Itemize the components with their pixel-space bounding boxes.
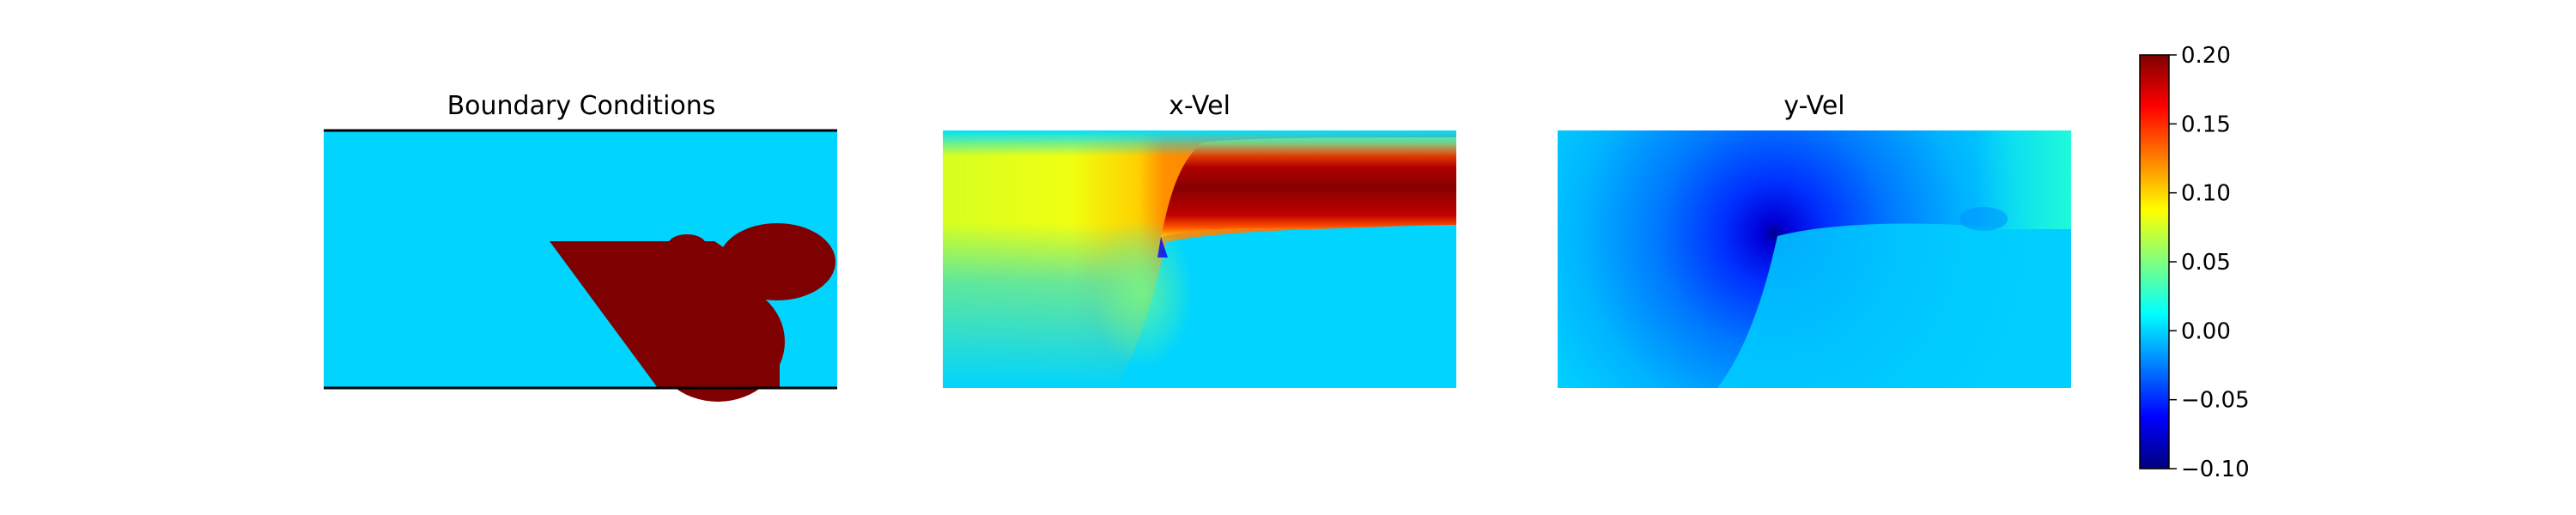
colorbar-gradient	[2139, 54, 2170, 470]
field-mid-eddy	[1959, 207, 2008, 231]
colorbar-tick-label: 0.20	[2181, 43, 2231, 69]
field-wake-glow	[1091, 215, 1194, 369]
colorbar-tick-label: −0.05	[2181, 388, 2250, 414]
obstacle-connector	[714, 241, 756, 326]
obstacle-neck-blob	[668, 234, 706, 255]
panel-y-vel: y-Vel	[1558, 91, 2071, 388]
panel-title: Boundary Conditions	[447, 91, 716, 121]
colorbar: 0.20 0.15 0.10 0.05 0.00 −0.05 −0.10	[2139, 43, 2250, 482]
obstacle	[550, 223, 835, 402]
panel-title: x-Vel	[1169, 91, 1230, 121]
colorbar-tick-label: −0.10	[2181, 457, 2250, 482]
colorbar-tick-label: 0.00	[2181, 318, 2231, 344]
colorbar-tick-label: 0.05	[2181, 250, 2231, 276]
field-wake-band	[1717, 223, 2071, 388]
colorbar-tick-label: 0.15	[2181, 112, 2231, 137]
obstacle-lower-base	[668, 343, 780, 388]
field-shear-streak	[1157, 237, 1168, 258]
panel-x-vel: x-Vel	[943, 91, 1456, 388]
colorbar-ticks: 0.20 0.15 0.10 0.05 0.00 −0.05 −0.10	[2169, 43, 2250, 482]
panel-boundary-conditions: Boundary Conditions	[324, 91, 837, 402]
field-wake	[1116, 225, 1456, 388]
colorbar-tick-label: 0.10	[2181, 181, 2231, 207]
field-top-edge	[943, 130, 1456, 156]
panel-title: y-Vel	[1783, 91, 1844, 121]
field-jet	[1161, 137, 1456, 237]
